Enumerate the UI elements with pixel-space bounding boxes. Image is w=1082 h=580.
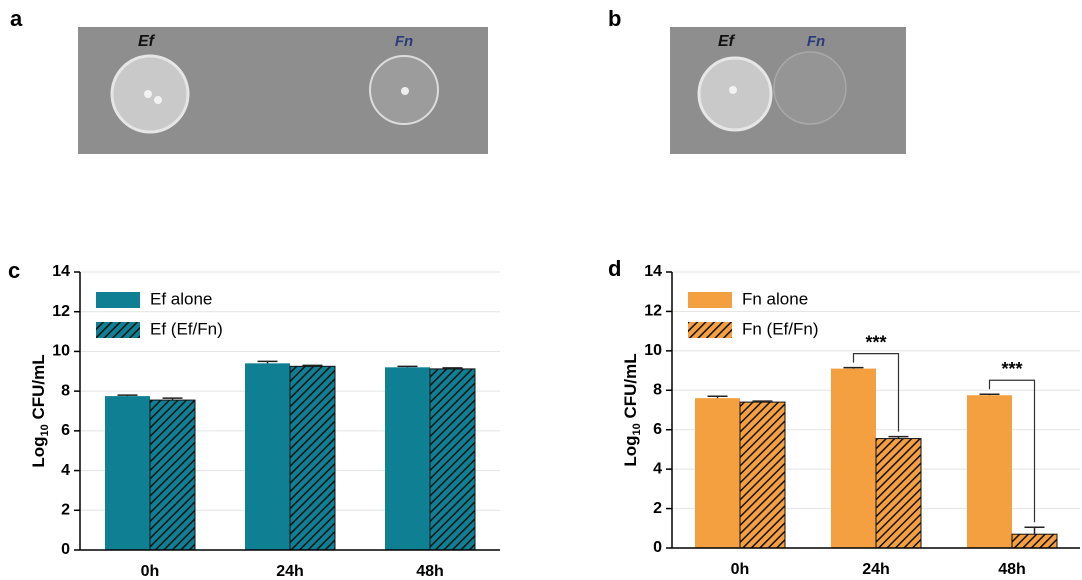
- y-tick-label: 2: [653, 500, 662, 517]
- error-bar: [117, 394, 138, 397]
- y-axis-label-part: 10: [631, 423, 643, 435]
- bar: [429, 368, 476, 551]
- annotation: ***: [1001, 359, 1022, 379]
- y-axis-label-part: Log: [29, 436, 48, 467]
- y-axis-label-part: 10: [39, 424, 51, 436]
- error-bar: [1024, 526, 1045, 535]
- bar: [385, 367, 430, 550]
- legend-label: Ef alone: [150, 289, 212, 308]
- y-axis-label-part: CFU/mL: [621, 353, 640, 423]
- error-bar: [843, 366, 864, 369]
- legend-label: Fn alone: [742, 289, 808, 308]
- y-axis-label: Log10 CFU/mL: [621, 353, 642, 466]
- error-bar: [707, 395, 728, 399]
- bar: [739, 401, 786, 549]
- panel-label: b: [608, 6, 621, 31]
- photo-label: Fn: [807, 33, 825, 50]
- error-bar: [302, 364, 323, 367]
- error-bar: [397, 365, 418, 368]
- error-bar: [752, 400, 773, 403]
- bar: [831, 368, 876, 548]
- y-tick-label: 10: [52, 343, 70, 360]
- bar: [149, 399, 196, 551]
- x-tick-label: 24h: [276, 563, 304, 580]
- bar: [967, 395, 1012, 548]
- y-tick-label: 8: [61, 382, 70, 399]
- legend-label: Ef (Ef/Fn): [150, 319, 223, 338]
- error-bar: [979, 393, 1000, 396]
- photo: Ef Fn: [78, 27, 488, 154]
- y-tick-label: 6: [61, 422, 70, 439]
- legend-swatch: [96, 292, 140, 308]
- y-tick-label: 0: [61, 541, 70, 558]
- bar: [245, 363, 290, 550]
- y-tick-label: 8: [653, 382, 662, 399]
- legend-swatch: [688, 322, 732, 338]
- significance-bracket: [988, 379, 1036, 523]
- legend-label: Fn (Ef/Fn): [742, 319, 819, 338]
- y-tick-label: 4: [653, 460, 662, 477]
- legend-swatch: [96, 322, 140, 338]
- y-tick-label: 4: [61, 462, 70, 479]
- panel-label: c: [8, 258, 20, 283]
- error-bar: [442, 367, 463, 369]
- error-bar: [888, 435, 909, 439]
- photo-label: Ef: [718, 33, 736, 50]
- y-tick-label: 2: [61, 502, 70, 519]
- bar: [875, 438, 922, 549]
- bar: [105, 396, 150, 550]
- y-axis-label-part: CFU/mL: [29, 354, 48, 424]
- y-tick-label: 6: [653, 421, 662, 438]
- panel-label: d: [608, 256, 621, 281]
- bar: [289, 365, 336, 551]
- y-axis-label: Log10 CFU/mL: [29, 354, 50, 467]
- bar: [1011, 533, 1058, 549]
- photo: Ef Fn: [670, 27, 906, 154]
- significance-bracket: [852, 353, 900, 432]
- y-tick-label: 14: [644, 263, 662, 280]
- x-tick-label: 0h: [731, 561, 750, 578]
- error-bar: [162, 397, 183, 401]
- x-tick-label: 48h: [998, 561, 1026, 578]
- y-tick-label: 14: [52, 263, 70, 280]
- legend-swatch: [688, 292, 732, 308]
- photo-label: Fn: [395, 33, 413, 50]
- photo-label: Ef: [138, 33, 156, 50]
- y-tick-label: 10: [644, 342, 662, 359]
- x-tick-label: 0h: [141, 563, 160, 580]
- x-tick-label: 24h: [862, 561, 890, 578]
- y-axis-label-part: Log: [621, 435, 640, 466]
- panel-label: a: [10, 6, 23, 31]
- annotation: ***: [865, 332, 886, 352]
- bar: [695, 398, 740, 548]
- y-tick-label: 12: [52, 303, 70, 320]
- error-bar: [257, 360, 278, 364]
- y-tick-label: 0: [653, 539, 662, 556]
- y-tick-label: 12: [644, 303, 662, 320]
- x-tick-label: 48h: [416, 563, 444, 580]
